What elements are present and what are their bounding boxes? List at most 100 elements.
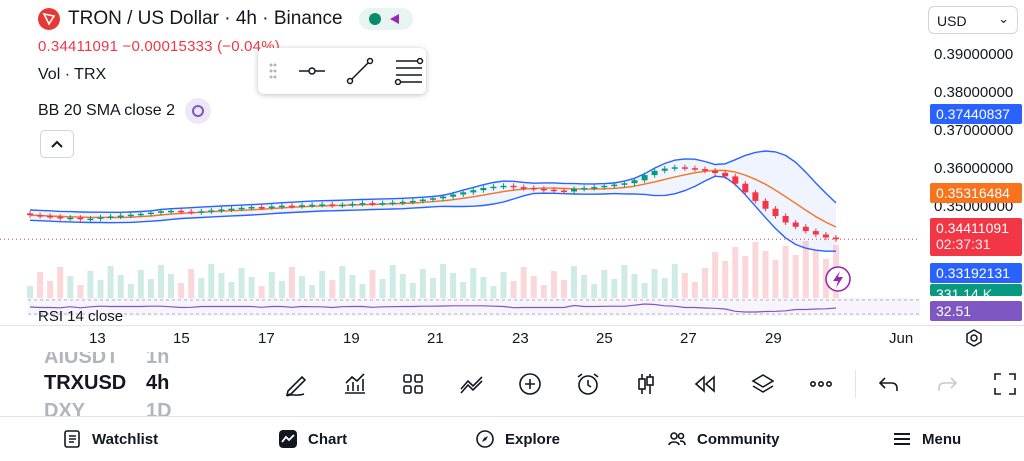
volume-bar <box>188 269 195 298</box>
layers-button[interactable] <box>749 370 777 398</box>
volume-bar <box>450 273 457 298</box>
price-axis[interactable]: USD ⌄ 0.39000000 0.38000000 0.37000000 0… <box>920 0 1024 325</box>
candle <box>278 205 285 208</box>
alert-button[interactable] <box>574 370 602 398</box>
symbol-title[interactable]: TRON / US Dollar · 4h · Binance <box>68 8 343 29</box>
symbol-picker[interactable]: AIUSDT TRXUSD DXY <box>44 352 144 416</box>
timeframe-next[interactable]: 1D <box>146 400 172 416</box>
candle <box>712 170 719 173</box>
market-status-badge[interactable] <box>358 8 413 30</box>
replay-button[interactable] <box>691 370 719 398</box>
last-price-label: 0.34411091 02:37:31 <box>930 218 1022 256</box>
candle <box>641 175 648 181</box>
candle <box>178 210 185 213</box>
candle <box>430 198 436 200</box>
volume-bar <box>319 271 326 298</box>
currency-select[interactable]: USD ⌄ <box>928 6 1018 34</box>
price-chart[interactable] <box>0 0 920 325</box>
trend-line-icon[interactable] <box>346 57 374 85</box>
redo-icon <box>938 377 958 391</box>
chart-type-button[interactable] <box>632 370 660 398</box>
candle <box>540 188 547 191</box>
candle <box>369 203 376 205</box>
volume-indicator-label[interactable]: Vol · TRX <box>38 66 107 83</box>
templates-button[interactable] <box>399 370 427 398</box>
collapse-legend-button[interactable] <box>40 130 74 158</box>
time-tick: 13 <box>89 330 106 347</box>
drawing-tool-button[interactable] <box>283 370 311 398</box>
timeframe-picker[interactable]: 1h 4h 1D <box>146 352 186 416</box>
nav-menu[interactable]: Menu <box>892 429 961 449</box>
bottom-toolbar: AIUSDT TRXUSD DXY 1h 4h 1D <box>0 352 1024 416</box>
drag-handle-icon[interactable] <box>268 61 278 81</box>
compare-button[interactable] <box>458 370 486 398</box>
bb-indicator-label[interactable]: BB 20 SMA close 2 <box>38 98 212 124</box>
pen-icon <box>285 375 307 397</box>
candle <box>359 203 366 205</box>
candle <box>480 188 487 191</box>
lightning-icon[interactable] <box>825 266 851 292</box>
candle <box>97 217 104 219</box>
volume-bar <box>198 278 205 298</box>
bb-label-text: BB 20 SMA close 2 <box>38 102 175 120</box>
volume-bar <box>399 274 406 298</box>
candle <box>238 207 245 210</box>
horizontal-line-icon[interactable] <box>298 61 326 81</box>
volume-bar <box>500 272 507 298</box>
nav-explore[interactable]: Explore <box>475 429 560 449</box>
nav-chart[interactable]: Chart <box>278 429 347 449</box>
tron-logo-icon <box>38 8 60 30</box>
candle <box>389 202 396 205</box>
candle <box>137 213 144 216</box>
bb-basis-price-label: 0.35316484 <box>930 183 1022 203</box>
volume-bar <box>460 282 467 298</box>
nav-watchlist[interactable]: Watchlist <box>62 429 158 449</box>
volume-bar <box>440 264 447 298</box>
nav-community[interactable]: Community <box>667 429 780 449</box>
volume-bar <box>661 278 668 298</box>
last-price-value: 0.34411091 <box>936 220 1009 236</box>
volume-bar <box>57 267 64 298</box>
more-button[interactable] <box>807 370 835 398</box>
symbol-current[interactable]: TRXUSD <box>44 372 127 394</box>
candle <box>460 192 467 195</box>
alarm-clock-icon <box>577 373 599 395</box>
candle <box>792 222 799 227</box>
redo-button[interactable] <box>933 370 961 398</box>
candle <box>409 200 416 203</box>
rsi-indicator-label[interactable]: RSI 14 close <box>38 308 123 325</box>
add-button[interactable] <box>516 370 544 398</box>
symbol-prev[interactable]: AIUSDT <box>44 352 119 368</box>
candle <box>691 168 698 170</box>
volume-bar <box>470 268 477 298</box>
price-tick: 0.37000000 <box>934 122 1014 139</box>
fib-retracement-icon[interactable] <box>394 57 424 85</box>
volume-bar <box>742 256 749 298</box>
time-tick: 23 <box>512 330 529 347</box>
volume-bar <box>722 261 729 298</box>
candle <box>117 215 124 218</box>
time-tick: 15 <box>173 330 190 347</box>
volume-bar <box>158 265 164 298</box>
symbol-next[interactable]: DXY <box>44 400 86 416</box>
candle <box>218 209 225 211</box>
candle <box>772 208 779 216</box>
volume-bar <box>752 242 759 298</box>
time-axis[interactable]: 13 15 17 19 21 23 25 27 29 Jun <box>0 325 1024 349</box>
currency-value: USD <box>937 13 967 29</box>
volume-bar <box>258 286 265 298</box>
timeframe-current[interactable]: 4h <box>146 372 170 394</box>
candle <box>500 185 507 188</box>
rsi-value-label: 32.51 <box>930 301 1022 321</box>
indicators-button[interactable] <box>341 370 369 398</box>
candle <box>158 211 164 213</box>
bar-countdown: 02:37:31 <box>936 236 991 252</box>
settings-icon[interactable] <box>964 328 984 348</box>
drawing-toolbox[interactable] <box>258 48 426 94</box>
price-tick: 0.39000000 <box>934 46 1014 63</box>
undo-button[interactable] <box>875 370 903 398</box>
fullscreen-button[interactable] <box>991 370 1019 398</box>
volume-bar <box>248 277 255 298</box>
volume-bar <box>641 283 648 298</box>
timeframe-prev[interactable]: 1h <box>146 352 170 368</box>
